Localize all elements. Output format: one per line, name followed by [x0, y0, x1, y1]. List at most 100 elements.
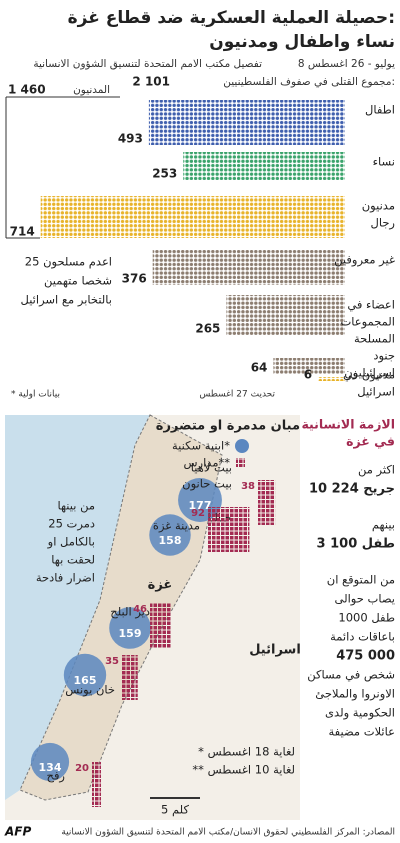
place-name: بيت حانون — [182, 477, 232, 492]
place-name: رفح — [47, 769, 65, 784]
home-circle — [63, 653, 107, 697]
row-label: جنود — [373, 349, 395, 364]
homes-value: 177 — [189, 499, 212, 512]
schools-value: 20 — [75, 763, 89, 774]
destroyed-note: 25 دمرت — [48, 517, 95, 532]
row-label: المجموعات — [340, 315, 395, 330]
value-label: 6 — [304, 368, 312, 382]
crisis-title: في غزة — [346, 434, 395, 449]
crisis-title: الازمة الانسانية — [301, 417, 395, 432]
destroyed-note: من بينها — [57, 499, 95, 514]
footnote: ** لغاية 10 اغسطس — [192, 763, 295, 778]
crisis-text: عائلات مضيفة — [329, 725, 396, 739]
home-circle — [149, 514, 191, 556]
dot-block — [273, 358, 345, 374]
legend-label: ابنية سكنية* — [172, 439, 230, 453]
legend-school — [236, 458, 245, 467]
row-label: اسرائيليون — [344, 366, 395, 381]
executed-note: اعدم مسلحون 25 — [25, 255, 112, 270]
value-label: 265 — [195, 322, 220, 336]
total-label: مجموع القتلى في صفوف الفلسطينيين: — [223, 76, 395, 88]
title: حصيلة العملية العسكرية ضد قطاع غزة: — [68, 8, 395, 28]
dot-block — [226, 295, 345, 335]
agency: AFP — [4, 825, 31, 839]
preliminary-note: * بيانات اولية — [11, 390, 60, 400]
dot-block — [318, 377, 345, 381]
homes-value: 134 — [39, 761, 62, 774]
place-name: دير البلح — [110, 605, 150, 620]
row-label: المسلحة — [354, 332, 395, 346]
dot-block — [148, 100, 345, 145]
crisis-text: اكثر من — [358, 463, 395, 478]
row-label: اعضاء في — [347, 298, 395, 312]
homes-value: 165 — [74, 674, 97, 687]
schools-value: 35 — [105, 656, 119, 667]
crisis-text: باعاقات دائمة — [330, 630, 395, 644]
scale-label: 5 كلم — [161, 803, 189, 817]
crisis-text: 475 000 — [336, 649, 395, 664]
gaza-label: غزة — [148, 578, 173, 593]
crisis-text: شخص في مساكن — [307, 668, 395, 683]
school-block — [208, 507, 250, 552]
civilians-value: 1 460 — [8, 83, 46, 97]
footnote: * لغاية 18 اغسطس — [198, 745, 295, 760]
destroyed-note: بالكامل او — [47, 535, 95, 550]
school-block — [150, 603, 171, 648]
executed-note: شخصا متهمين — [44, 274, 112, 289]
home-circle — [109, 607, 151, 649]
value-label: 714 — [10, 225, 35, 239]
schools-value: 92 — [191, 508, 205, 519]
row-label: رجال — [370, 216, 395, 231]
update-note: تحديث 27 اغسطس — [199, 390, 275, 400]
row-label: مدنيون — [362, 199, 395, 214]
total-value: 2 101 — [132, 75, 170, 89]
schools-value: 46 — [133, 604, 147, 615]
place-name: بيت لاهيا — [191, 461, 232, 475]
source-note: تفصيل مكتب الامم المتحدة لتنسيق الشؤون ا… — [33, 58, 262, 70]
value-label: 253 — [152, 167, 177, 181]
value-label: 376 — [122, 272, 147, 286]
gaza-strip — [19, 414, 223, 801]
crisis-text: يصاب حوالى — [335, 592, 396, 607]
school-block — [258, 480, 276, 525]
legend-label: مدارس** — [184, 456, 231, 471]
sources: المصادر: المركز الفلسطيني لحقوق الانسان/… — [61, 828, 395, 838]
dot-block — [152, 250, 345, 285]
row-label: غير معروفين — [334, 253, 395, 268]
row-label: نساء — [373, 155, 395, 169]
schools-value: 38 — [241, 481, 255, 492]
row-label: اطفال — [365, 103, 395, 117]
map-title: مبان مدمرة او متضررة — [156, 419, 300, 434]
destroyed-note: اضرار فادحة — [36, 571, 95, 586]
dot-block — [183, 152, 345, 180]
place-name: خان يونس — [65, 683, 115, 698]
crisis-text: بينهم — [372, 518, 395, 532]
crisis-text: 3 100 طفل — [317, 537, 395, 552]
row-label: اسرائيل — [357, 385, 395, 400]
value-label: 493 — [118, 132, 143, 146]
sea — [5, 415, 150, 800]
dot-block — [40, 196, 345, 238]
row-label: مدنيون في — [343, 368, 395, 383]
crisis-text: من المتوقع ان — [327, 573, 395, 588]
homes-value: 158 — [159, 534, 182, 547]
date-range: 8 يوليو - 26 اغسطس — [298, 58, 395, 70]
civilians-label: المدنيون — [73, 84, 110, 96]
school-block — [92, 762, 101, 807]
school-block — [122, 655, 138, 700]
crisis-text: الاونروا والملاجئ — [315, 687, 395, 702]
israel-label: اسرائيل — [249, 643, 301, 658]
homes-value: 159 — [119, 627, 142, 640]
place-name: مدينة غزة — [153, 519, 200, 534]
home-circle — [30, 742, 70, 782]
legend-home — [235, 439, 249, 453]
crisis-text: الحكومية ولدى — [325, 706, 395, 721]
crisis-text: 10 224 جريح — [309, 482, 395, 497]
value-label: 64 — [251, 361, 268, 375]
crisis-text: 1000 طفل — [338, 611, 395, 625]
destroyed-note: لحقت بها — [51, 553, 95, 567]
executed-note: بالتخابر مع اسرائيل — [21, 293, 113, 308]
title: نساء واطفال ومدنيون — [209, 32, 395, 52]
